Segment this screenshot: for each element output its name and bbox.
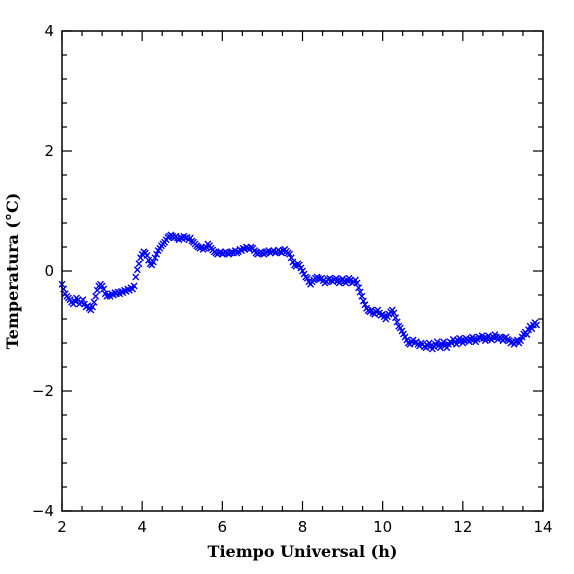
data-point [92,292,100,300]
data-point [390,309,398,317]
data-point [433,338,441,346]
y-tick-label: 4 [44,22,54,40]
x-tick-label: 8 [298,518,308,536]
data-points [58,231,541,353]
y-tick-label: 0 [44,262,54,280]
data-point [391,314,399,322]
data-point [355,284,363,292]
plot-frame [61,30,544,512]
data-point [523,331,531,339]
x-tick-label: 2 [57,518,67,536]
data-point [533,321,541,329]
data-point [151,254,159,262]
x-tick-label: 4 [137,518,147,536]
axis-ticks [61,30,544,512]
data-point [359,297,367,305]
data-point [135,260,143,268]
tick-labels: 2 4 6 8 10 12 14 −4 −2 0 2 4 [32,22,553,536]
data-point [90,298,98,306]
data-point [153,250,161,258]
data-point [358,292,366,300]
data-point [100,285,108,293]
data-point [130,282,138,290]
data-point [143,251,151,259]
x-tick-label: 14 [533,518,552,536]
data-point [149,258,157,266]
y-tick-label: −4 [32,502,54,520]
data-point [393,318,401,326]
data-point [133,266,141,274]
data-point [303,274,311,282]
data-point [361,301,369,309]
x-axis-title: Tiempo Universal (h) [208,542,398,561]
data-point [528,325,536,333]
x-tick-label: 6 [218,518,228,536]
data-point [353,279,361,287]
data-point [145,256,153,264]
y-tick-label: −2 [32,382,54,400]
x-tick-label: 12 [453,518,472,536]
data-point [517,337,525,345]
data-point [287,254,295,262]
data-point [88,303,96,311]
data-point [436,344,444,352]
data-point [452,340,460,348]
data-point [440,338,448,346]
data-point [356,288,364,296]
data-point [79,296,87,304]
y-axis-title: Temperatura (°C) [3,193,22,350]
data-point [286,250,294,258]
y-tick-label: 2 [44,142,54,160]
x-tick-label: 10 [373,518,392,536]
data-point [132,273,140,281]
